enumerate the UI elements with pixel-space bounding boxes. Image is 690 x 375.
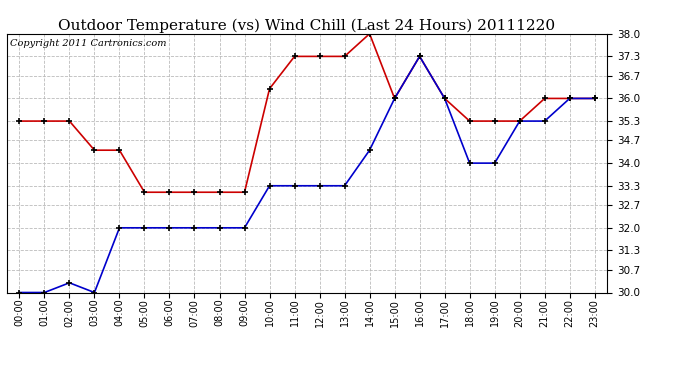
Title: Outdoor Temperature (vs) Wind Chill (Last 24 Hours) 20111220: Outdoor Temperature (vs) Wind Chill (Las… bbox=[59, 18, 555, 33]
Text: Copyright 2011 Cartronics.com: Copyright 2011 Cartronics.com bbox=[10, 39, 166, 48]
